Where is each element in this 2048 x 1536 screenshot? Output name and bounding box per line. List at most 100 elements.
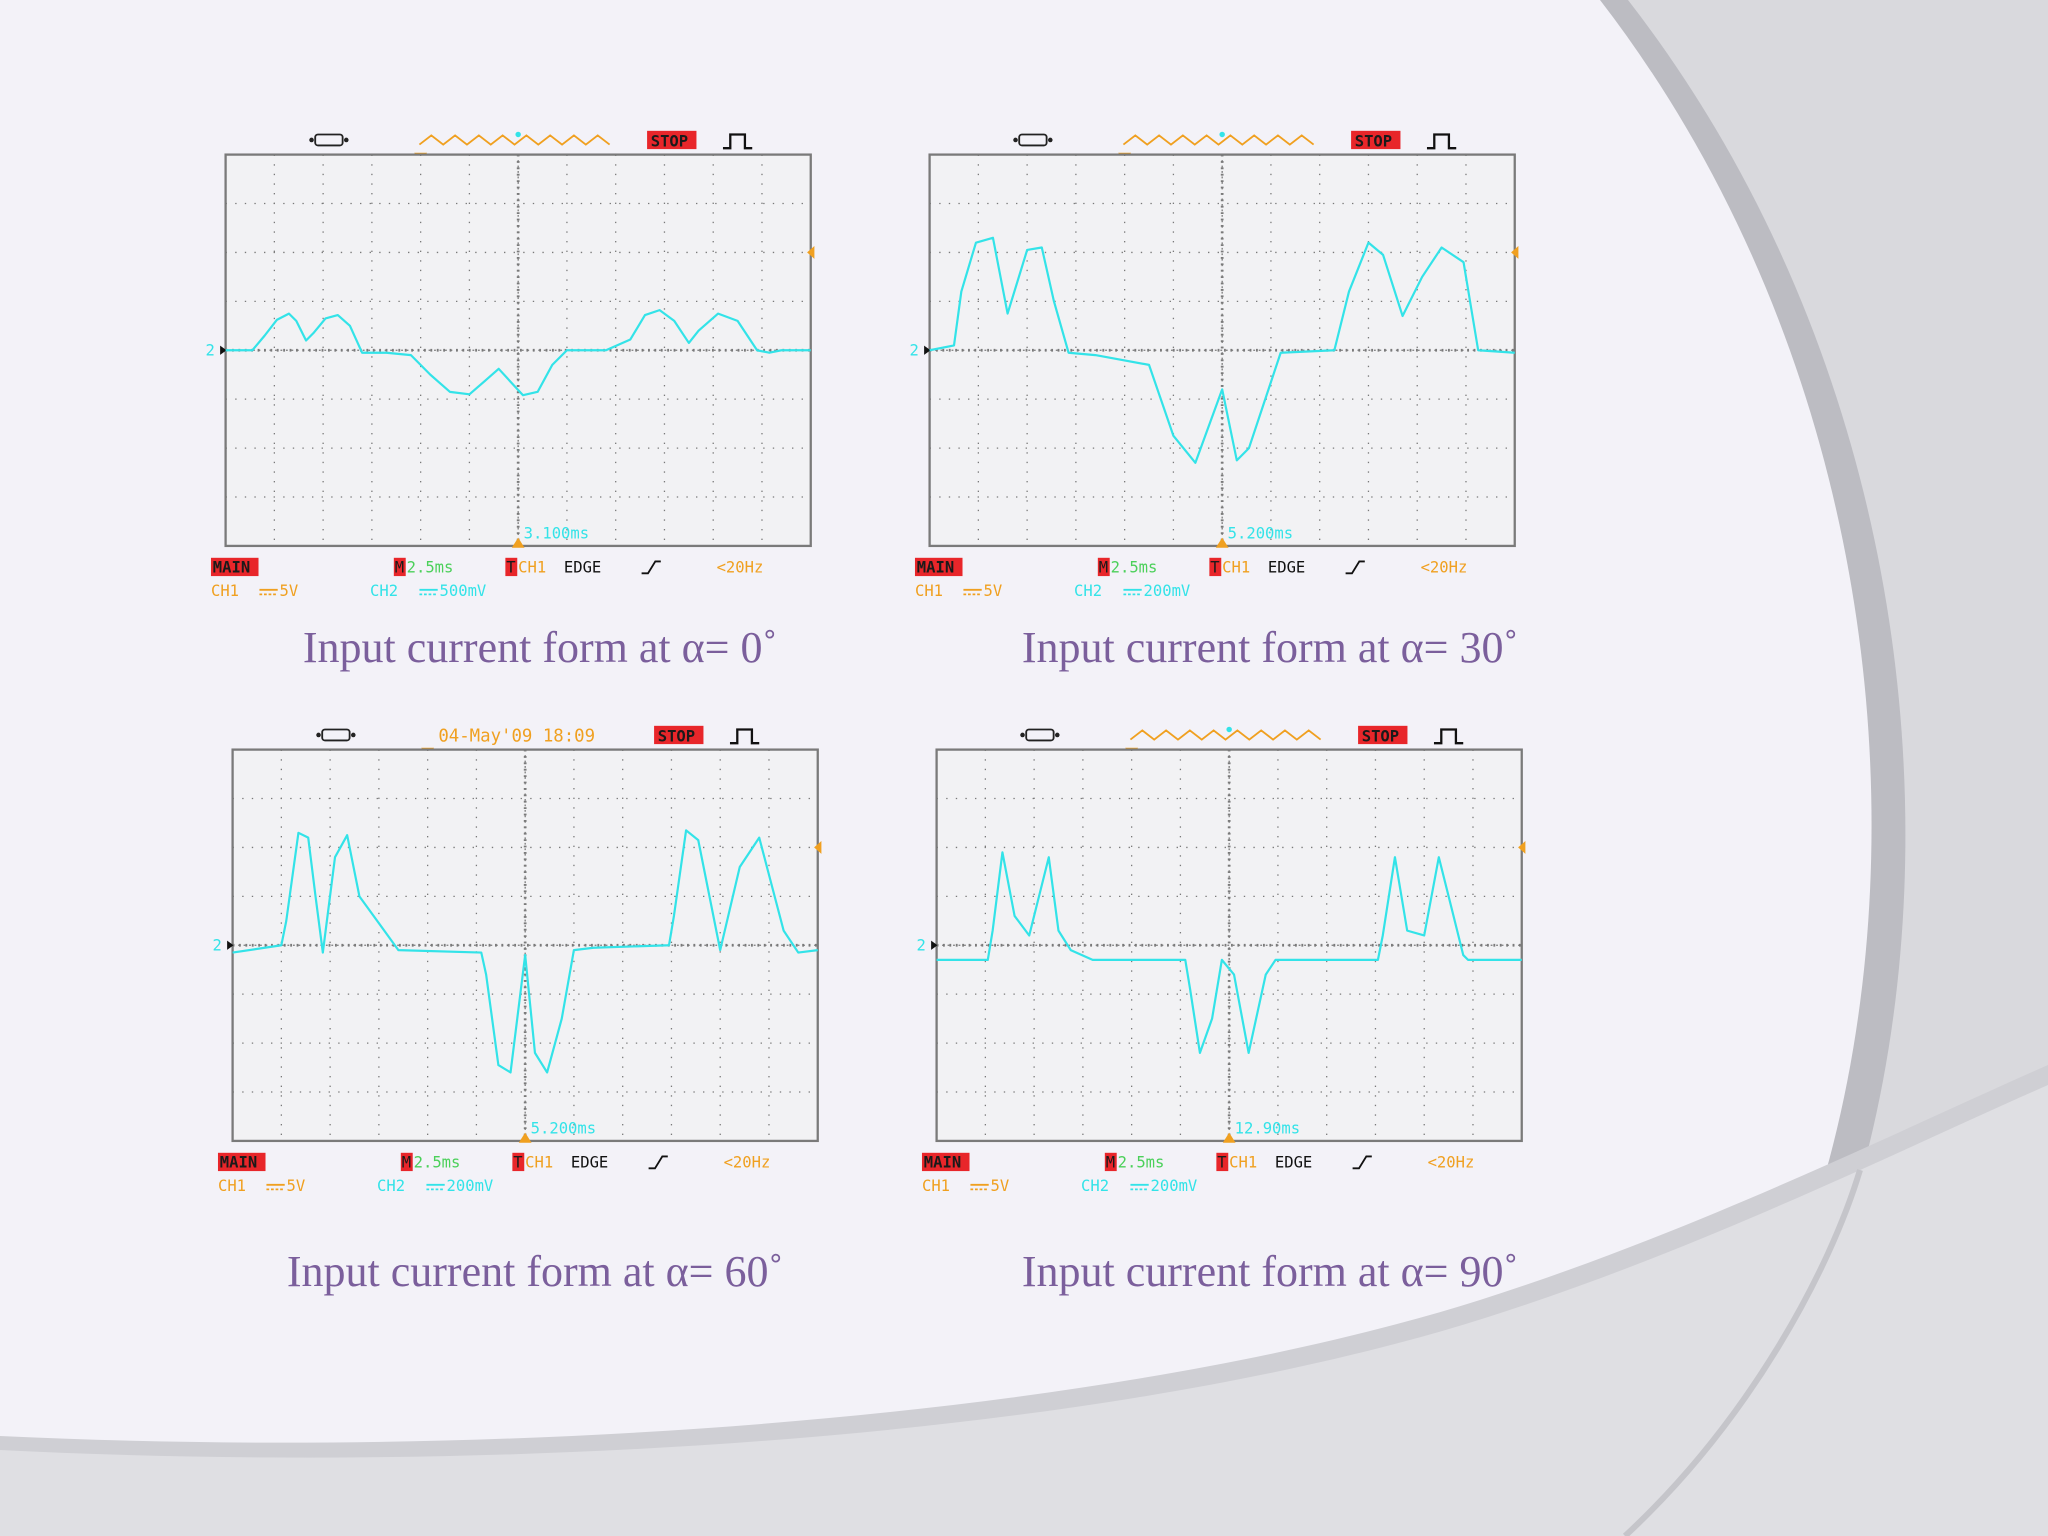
oscilloscope-panel-alpha-30: STOP 2 5.200ms MAIN M 2.5ms T CH1 EDGE <20Hz CH1 5V… <box>904 105 1604 665</box>
memory-wave-indicator <box>418 134 611 146</box>
m-flag-label: M <box>1106 1153 1115 1171</box>
trigger-level-marker <box>1518 841 1526 854</box>
cursor-bottom-marker <box>1222 1132 1236 1143</box>
m-flag-label: M <box>1099 558 1108 576</box>
main-badge <box>921 1152 970 1172</box>
ch1-label: CH1 <box>922 1177 950 1195</box>
channel-2-marker <box>227 940 234 950</box>
stop-label: STOP <box>1362 727 1399 745</box>
t-flag-label: T <box>1217 1153 1226 1171</box>
stop-badge <box>1358 725 1408 745</box>
trigger-source: CH1 <box>1222 558 1250 576</box>
rising-edge-icon <box>1345 560 1365 575</box>
channel-2-marker-label: 2 <box>205 342 214 360</box>
waveform-trace <box>936 851 1522 1054</box>
t-flag-label: T <box>513 1153 522 1171</box>
stop-label: STOP <box>658 727 695 745</box>
trigger-frequency: <20Hz <box>1421 558 1468 576</box>
usb-icon-dot <box>1013 137 1018 143</box>
cursor-time-readout: 5.200ms <box>531 1120 596 1138</box>
timebase-readout: 2.5ms <box>407 558 454 576</box>
ch1-scale: 5V <box>287 1177 306 1195</box>
main-label: MAIN <box>917 558 954 576</box>
ch1-label: CH1 <box>218 1177 246 1195</box>
trigger-frequency: <20Hz <box>724 1153 771 1171</box>
m-flag-badge <box>1097 557 1110 577</box>
usb-icon <box>1018 133 1048 147</box>
trigger-level-marker <box>814 841 822 854</box>
oscilloscope-panel-alpha-60: 04-May'09 18:09 STOP 2 5.200ms MAIN M 2.5ms T CH… <box>207 700 907 1260</box>
memory-position-dot <box>1226 726 1232 733</box>
usb-icon-dot <box>351 732 356 738</box>
waveform-trace <box>929 236 1515 464</box>
trigger-level-marker <box>1511 246 1519 259</box>
channel-2-marker <box>931 940 938 950</box>
stop-badge <box>1351 130 1401 150</box>
trigger-source: CH1 <box>518 558 546 576</box>
ch1-scale: 5V <box>991 1177 1010 1195</box>
caption-alpha-30: Input current form at α= 30˚ <box>1021 623 1519 672</box>
ch2-label: CH2 <box>377 1177 405 1195</box>
channel-2-marker-label: 2 <box>909 342 918 360</box>
trigger-mode-icon <box>1433 728 1464 745</box>
rising-edge-icon <box>648 1155 668 1170</box>
usb-icon-dot <box>1020 732 1025 738</box>
ch2-label: CH2 <box>370 582 398 600</box>
timebase-readout: 2.5ms <box>1111 558 1158 576</box>
trigger-source: CH1 <box>525 1153 553 1171</box>
main-label: MAIN <box>220 1153 257 1171</box>
rising-edge-icon <box>1352 1155 1372 1170</box>
cursor-time-readout: 3.100ms <box>524 525 589 543</box>
usb-icon-dot <box>309 137 314 143</box>
t-flag-label: T <box>506 558 515 576</box>
ch2-scale: 200mV <box>1144 582 1191 600</box>
cursor-time-readout: 12.90ms <box>1235 1120 1300 1138</box>
t-flag-badge <box>512 1152 525 1172</box>
t-flag-label: T <box>1210 558 1219 576</box>
ch1-scale: 5V <box>280 582 299 600</box>
timebase-readout: 2.5ms <box>414 1153 461 1171</box>
ch1-scale: 5V <box>984 582 1003 600</box>
trigger-frequency: <20Hz <box>717 558 764 576</box>
stop-label: STOP <box>651 132 688 150</box>
cursor-bottom-marker <box>511 537 525 548</box>
cursor-time-readout: 5.200ms <box>1228 525 1293 543</box>
trigger-mode-icon <box>1426 133 1457 150</box>
trigger-mode-icon <box>729 728 760 745</box>
m-flag-label: M <box>395 558 404 576</box>
caption-alpha-90: Input current form at α= 90˚ <box>1021 1247 1519 1296</box>
usb-icon-dot <box>316 732 321 738</box>
waveform-trace <box>225 309 811 397</box>
trigger-type: EDGE <box>1275 1153 1312 1171</box>
channel-2-marker-label: 2 <box>916 937 925 955</box>
usb-icon <box>1025 728 1055 742</box>
date-stamp: 04-May'09 18:09 <box>438 726 595 746</box>
rising-edge-icon <box>641 560 661 575</box>
main-badge <box>914 557 963 577</box>
memory-wave-indicator <box>1129 729 1322 741</box>
cursor-bottom-marker <box>1215 537 1229 548</box>
m-flag-badge <box>1104 1152 1117 1172</box>
channel-2-marker <box>220 345 227 355</box>
usb-icon-dot <box>344 137 349 143</box>
m-flag-badge <box>393 557 406 577</box>
m-flag-label: M <box>402 1153 411 1171</box>
stop-badge <box>647 130 697 150</box>
ch2-scale: 200mV <box>447 1177 494 1195</box>
main-label: MAIN <box>924 1153 961 1171</box>
usb-icon-dot <box>1048 137 1053 143</box>
ch2-scale: 500mV <box>440 582 487 600</box>
trigger-mode-icon <box>722 133 753 150</box>
t-flag-badge <box>1216 1152 1229 1172</box>
trigger-source: CH1 <box>1229 1153 1257 1171</box>
m-flag-badge <box>400 1152 413 1172</box>
ch2-label: CH2 <box>1074 582 1102 600</box>
main-label: MAIN <box>213 558 250 576</box>
trigger-type: EDGE <box>1268 558 1305 576</box>
trigger-level-marker <box>807 246 815 259</box>
timebase-readout: 2.5ms <box>1118 1153 1165 1171</box>
oscilloscope-panel-alpha-90: STOP 2 12.90ms MAIN M 2.5ms T CH1 EDGE <20Hz CH1 5V… <box>911 700 1611 1260</box>
stop-label: STOP <box>1355 132 1392 150</box>
